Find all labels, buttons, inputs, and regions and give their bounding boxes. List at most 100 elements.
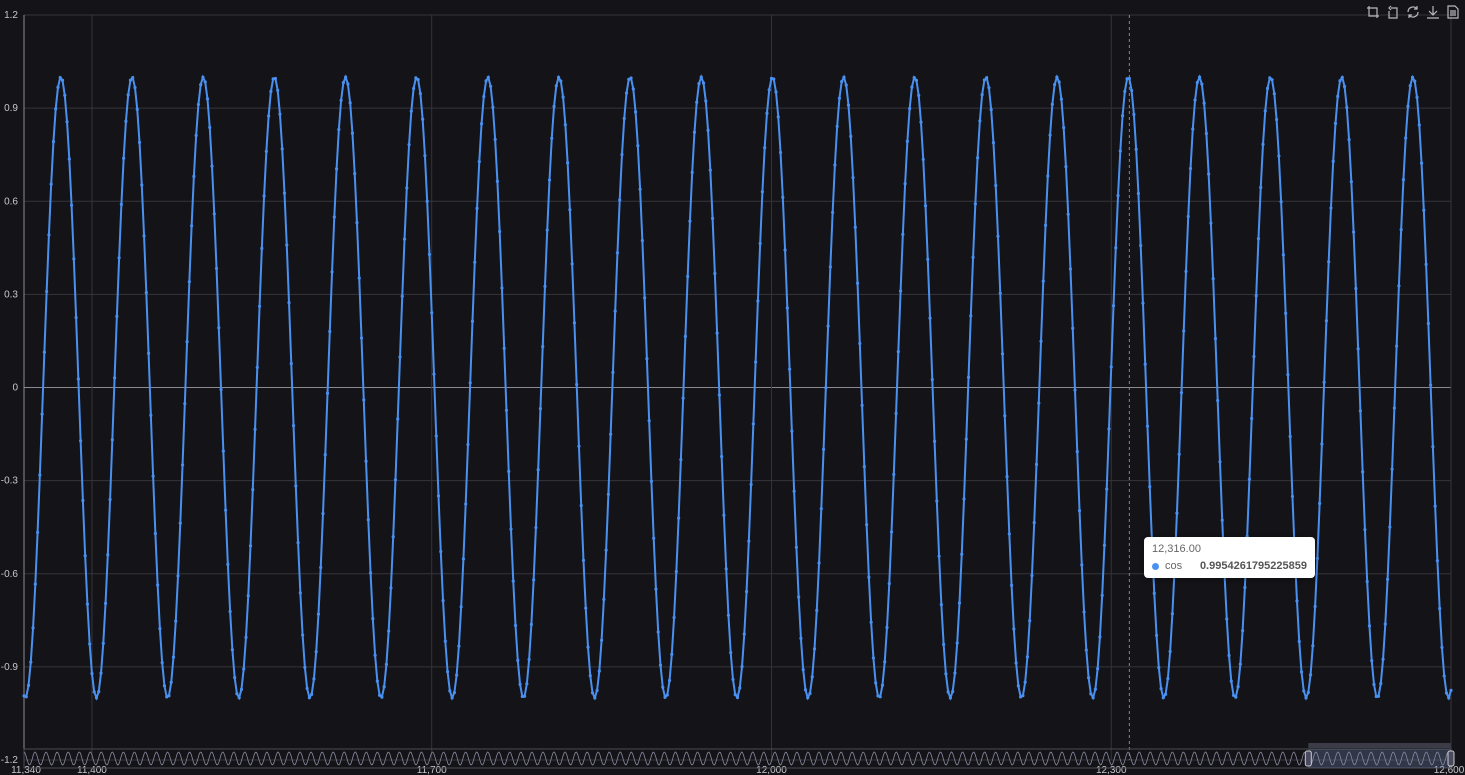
data-point [631, 87, 635, 91]
data-point [153, 531, 157, 536]
data-point [785, 306, 789, 310]
data-point [1385, 577, 1390, 581]
data-point [620, 152, 624, 157]
data-point [905, 139, 909, 143]
save-image-icon[interactable] [1425, 4, 1441, 20]
data-point [108, 497, 112, 502]
data-point [966, 375, 971, 379]
data-point [1132, 112, 1136, 117]
data-point [1211, 277, 1215, 281]
data-point [760, 190, 765, 194]
data-point [42, 350, 46, 354]
data-point [49, 182, 53, 186]
data-point [434, 434, 438, 438]
data-view-icon[interactable] [1445, 4, 1461, 20]
data-point [740, 664, 744, 669]
data-point [1084, 648, 1088, 652]
data-point [498, 229, 502, 234]
data-point [935, 499, 939, 503]
data-point [439, 549, 443, 554]
data-point [1139, 243, 1143, 248]
data-point [577, 444, 581, 448]
restore-icon[interactable] [1405, 4, 1421, 20]
data-point [806, 696, 810, 700]
data-point [303, 665, 307, 669]
data-point [267, 114, 271, 118]
data-zoom-slider[interactable] [23, 743, 1455, 769]
data-point [1422, 208, 1426, 212]
data-point [824, 386, 828, 390]
data-point [738, 686, 742, 690]
data-point [242, 667, 246, 671]
zoom-reset-icon[interactable] [1385, 4, 1401, 20]
zoom-icon[interactable] [1365, 4, 1381, 20]
data-point [325, 391, 330, 395]
data-point [1197, 75, 1202, 79]
data-point [117, 256, 121, 260]
data-point [1349, 180, 1353, 184]
data-point [536, 468, 540, 472]
data-point [199, 83, 203, 87]
data-point [898, 289, 903, 293]
data-point [1376, 694, 1381, 698]
data-point [1397, 284, 1401, 288]
data-point [688, 219, 692, 223]
data-point [45, 289, 49, 294]
data-point [203, 80, 207, 84]
data-point [674, 569, 678, 574]
data-point [1179, 391, 1184, 395]
data-point [51, 140, 56, 144]
data-point [1424, 262, 1428, 266]
data-point [844, 83, 848, 87]
data-point [633, 110, 638, 114]
data-point [1195, 80, 1199, 85]
data-point [217, 326, 221, 330]
data-point [1186, 214, 1190, 219]
data-point [1419, 161, 1424, 165]
data-point [81, 498, 85, 503]
data-point [812, 647, 817, 651]
data-point [1229, 679, 1233, 683]
data-point [731, 677, 735, 682]
data-point [1429, 383, 1433, 387]
data-point [106, 553, 110, 557]
data-point [298, 591, 302, 595]
data-point [975, 156, 980, 160]
y-tick-label: 0.6 [4, 196, 18, 207]
data-point [903, 182, 907, 186]
data-point [1080, 563, 1084, 567]
data-point [937, 554, 941, 558]
data-point [484, 79, 488, 83]
data-point [1218, 460, 1222, 464]
data-point [717, 393, 721, 397]
data-point [815, 608, 819, 612]
data-point [341, 81, 345, 85]
data-point [1000, 352, 1005, 356]
data-point [867, 575, 871, 579]
data-point [1003, 414, 1007, 418]
data-point [387, 629, 391, 633]
data-point [355, 220, 359, 225]
data-point [411, 86, 416, 91]
data-point [113, 376, 117, 380]
data-point [146, 351, 151, 355]
data-point [1157, 665, 1161, 670]
data-point [1247, 477, 1252, 481]
data-point [797, 595, 801, 599]
data-point [724, 567, 728, 571]
data-point [407, 143, 411, 147]
data-point [756, 299, 760, 303]
data-point [1313, 604, 1317, 609]
data-point [183, 402, 187, 406]
data-point [919, 120, 923, 124]
data-point [337, 127, 341, 132]
data-point [942, 642, 946, 646]
data-point [1331, 159, 1335, 163]
data-point [244, 635, 248, 639]
data-point [527, 657, 531, 662]
data-point [144, 291, 148, 295]
series-cos[interactable] [22, 74, 1453, 701]
data-point [477, 159, 481, 164]
slider-track [23, 748, 1452, 769]
